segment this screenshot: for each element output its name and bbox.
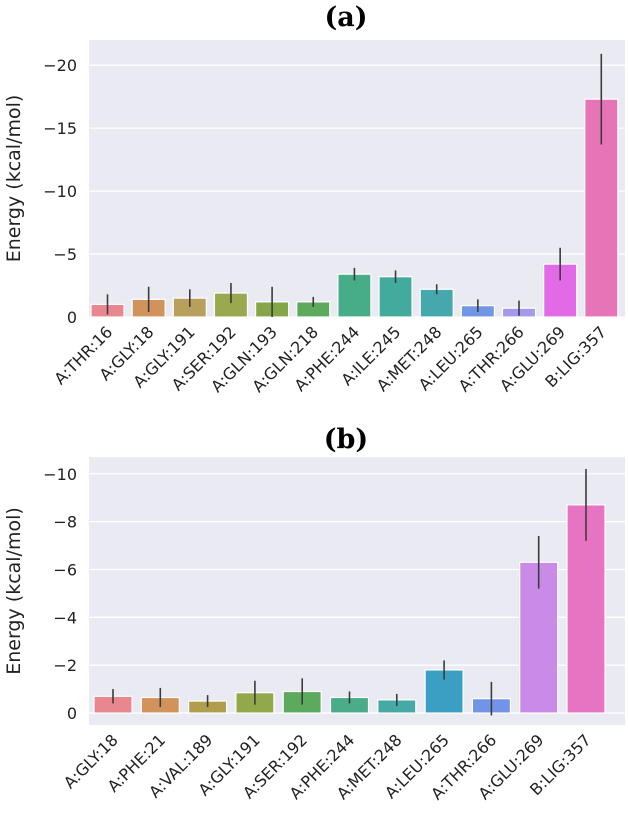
chart1-plot-area [89,40,625,317]
chart1-y-tick-label: −20 [43,56,77,75]
chart1-y-axis-label: Energy (kcal/mol) [3,95,25,263]
chart1-y-tick-label: −10 [43,182,77,201]
chart2-y-axis-label: Energy (kcal/mol) [3,507,25,675]
chart1-title: (a) [324,2,367,33]
chart2-bar [519,561,559,714]
chart2-y-tick-label: −4 [53,608,77,627]
chart2-y-tick-label: −6 [53,560,77,579]
chart2-y-tick-label: −10 [43,465,77,484]
chart1-y-tick-label: 0 [67,308,77,327]
chart2-title: (b) [324,424,368,455]
chart1-bar [337,273,372,318]
chart2-y-tick-label: 0 [67,704,77,723]
chart2-y-tick-label: −8 [53,513,77,532]
chart2-y-tick-label: −2 [53,656,77,675]
chart1-bar [378,276,413,318]
chart1-y-tick-label: −15 [43,119,77,138]
chart1-y-tick-label: −5 [53,245,77,264]
